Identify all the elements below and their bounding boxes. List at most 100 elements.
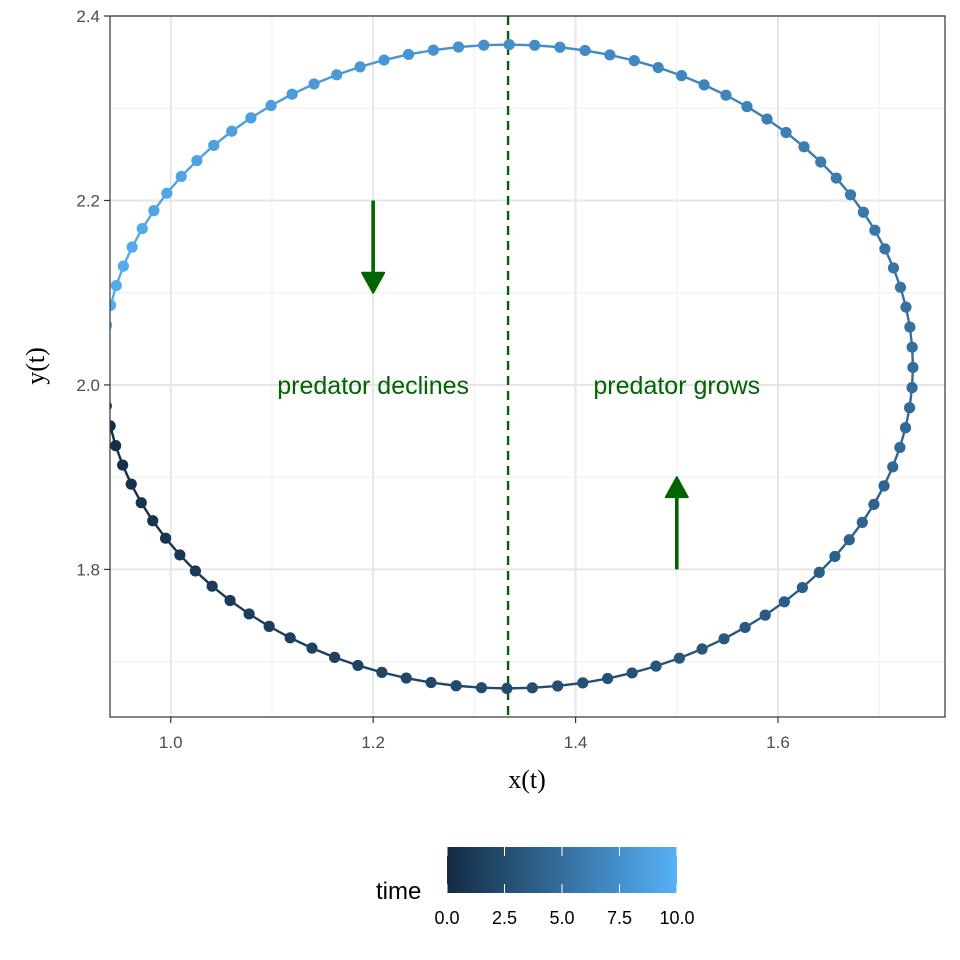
trajectory-point	[352, 659, 364, 672]
trajectory-point	[903, 402, 916, 414]
trajectory-point	[306, 642, 318, 654]
trajectory-point	[263, 620, 275, 632]
trajectory-point	[126, 241, 138, 253]
trajectory-point	[904, 321, 916, 333]
trajectory-point	[529, 39, 541, 51]
trajectory-point	[329, 651, 341, 663]
x-tick-label: 1.2	[361, 733, 385, 752]
trajectory-point	[552, 680, 564, 692]
trajectory-point	[286, 88, 298, 100]
trajectory-point	[696, 643, 708, 655]
trajectory-point	[160, 532, 172, 544]
trajectory-point	[354, 61, 366, 73]
trajectory-point	[899, 422, 912, 434]
colorbar-tick-label: 10.0	[659, 908, 694, 928]
trajectory-point	[907, 361, 919, 374]
trajectory-point	[110, 440, 122, 452]
trajectory-point	[189, 565, 201, 577]
trajectory-point	[718, 633, 730, 645]
trajectory-point	[265, 99, 277, 112]
trajectory-point	[224, 594, 236, 607]
trajectory-point	[206, 580, 218, 592]
trajectory-point	[830, 172, 842, 184]
trajectory-point	[308, 78, 320, 90]
trajectory-point	[98, 380, 109, 391]
trajectory-point	[174, 549, 186, 561]
arrow-head	[664, 476, 689, 499]
trajectory-point	[796, 581, 808, 594]
plot-border	[109, 15, 946, 718]
trajectory-point	[675, 70, 688, 82]
legend: time 0.0 2.5 5.0 7.5 10.0	[376, 847, 695, 928]
path-segment	[103, 345, 104, 365]
colorbar-tick-label: 7.5	[607, 908, 632, 928]
major-gridlines	[110, 15, 945, 717]
colorbar-tick-label: 5.0	[549, 908, 574, 928]
trajectory-points	[98, 38, 919, 695]
x-tick-label: 1.4	[564, 733, 588, 752]
trajectory-point	[402, 48, 415, 61]
trajectory-point	[879, 243, 891, 255]
y-tick-label: 2.4	[76, 7, 100, 26]
trajectory-point	[378, 54, 390, 66]
trajectory-point	[650, 660, 662, 672]
y-axis-title: y(t)	[21, 347, 50, 385]
trajectory-point	[857, 206, 870, 218]
trajectory-point	[869, 224, 881, 236]
trajectory-point	[135, 497, 147, 509]
trajectory-point	[628, 55, 640, 67]
trajectory-point	[450, 680, 462, 692]
trajectory-point	[554, 41, 566, 53]
trajectory-point	[191, 154, 203, 167]
trajectory-point	[110, 279, 122, 292]
x-axis: 1.0 1.2 1.4 1.6	[159, 717, 790, 752]
arrow-head	[361, 271, 386, 294]
trajectory-point	[813, 566, 825, 579]
path-segment	[104, 325, 106, 345]
trajectory-point	[626, 667, 638, 679]
x-axis-title: x(t)	[508, 765, 546, 794]
plot-panel	[110, 16, 945, 717]
trajectory-point	[98, 360, 109, 371]
colorbar-tick-label: 0.0	[434, 908, 459, 928]
trajectory-point	[602, 672, 614, 685]
trajectory-point	[245, 112, 257, 124]
trajectory-point	[125, 478, 137, 490]
x-tick-label: 1.6	[766, 733, 790, 752]
colorbar-tick-label: 2.5	[492, 908, 517, 928]
trajectory-point	[284, 632, 296, 644]
trajectory-point	[759, 609, 771, 621]
trajectory-point	[452, 41, 465, 53]
trajectory-point	[798, 141, 810, 153]
trajectory-point	[739, 621, 751, 634]
trajectory-point	[894, 281, 907, 293]
trajectory-point	[577, 677, 589, 689]
y-axis: 1.8 2.0 2.2 2.4	[76, 7, 110, 579]
x-tick-label: 1.0	[159, 733, 183, 752]
trajectory-point	[868, 498, 880, 511]
trajectory-point	[226, 125, 238, 137]
y-tick-label: 2.0	[76, 376, 100, 395]
y-tick-label: 2.2	[76, 191, 100, 210]
trajectory-point	[400, 672, 412, 684]
trajectory-point	[175, 170, 187, 183]
trajectory-point	[815, 156, 827, 168]
trajectory-point	[110, 420, 116, 432]
trajectory-point	[503, 38, 515, 51]
minor-gridlines	[110, 16, 945, 717]
direction-arrows	[361, 200, 689, 570]
annotation-predator-declines: predator declines	[277, 372, 469, 400]
trajectory-point	[778, 596, 790, 608]
trajectory-point	[843, 534, 855, 546]
colorbar-ticks	[446, 847, 678, 893]
path-segment	[103, 366, 104, 386]
trajectory-point	[856, 516, 868, 528]
trajectory-point	[887, 262, 900, 274]
trajectory-point	[741, 101, 753, 113]
trajectory-point	[900, 301, 912, 313]
trajectory-point	[906, 382, 918, 394]
trajectory-point	[526, 682, 538, 694]
trajectory-point	[906, 341, 918, 353]
trajectory-point	[878, 480, 890, 492]
